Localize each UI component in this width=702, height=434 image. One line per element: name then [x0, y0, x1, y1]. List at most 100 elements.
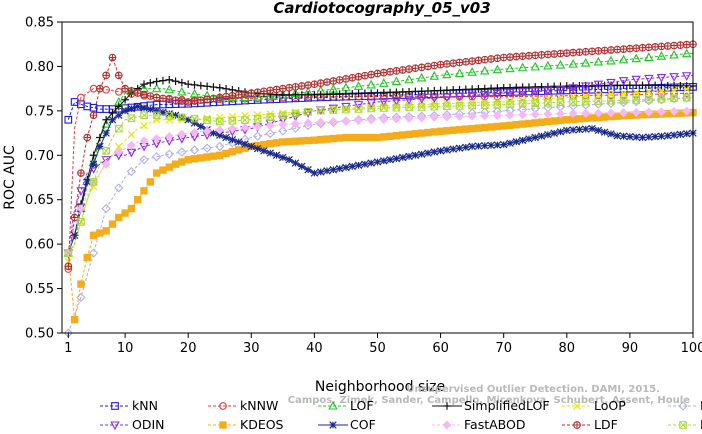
point-FastABOD-31: [253, 121, 263, 131]
point-KDEOS-27: [228, 148, 237, 156]
point-KDEOS-18: [171, 160, 180, 168]
point-COF-44: [335, 164, 344, 173]
point-KDEOS-84: [588, 114, 596, 122]
point-FastABOD-97: [669, 106, 679, 116]
point-LDF-11: [127, 87, 136, 95]
legend-swatch-marker-ODIN: [110, 421, 120, 431]
point-LDF-16: [159, 94, 167, 103]
point-COF-27: [228, 136, 237, 144]
point-LDF-17: [165, 95, 174, 104]
point-KDEOS-66: [474, 124, 483, 132]
point-LDF-14: [146, 92, 155, 100]
point-LDF-79: [556, 49, 565, 58]
point-INFLO-55: [405, 103, 413, 112]
point-FastABOD-41: [316, 117, 326, 127]
point-KDEOS-19: [178, 158, 186, 166]
point-INFLO-79: [556, 98, 565, 107]
point-ODIN-35: [278, 116, 288, 125]
point-LOF-95: [656, 51, 667, 60]
point-COF-64: [462, 143, 470, 152]
point-LoOP-87: [607, 90, 615, 99]
point-INFLO-91: [632, 96, 641, 104]
point-LDF-32: [260, 87, 268, 96]
point-INFLO-25: [215, 117, 224, 126]
legend-item-LDF: LDF: [562, 417, 618, 432]
y-tick-label-6: 0.80: [25, 60, 54, 75]
point-COF-55: [405, 152, 413, 161]
point-COF-52: [386, 156, 394, 164]
point-INFLO-87: [607, 96, 615, 105]
point-KDEOS-20: [184, 156, 192, 164]
point-LOF-83: [581, 57, 591, 67]
point-LDF-39: [304, 81, 312, 89]
point-FastABOD-7: [101, 159, 111, 169]
point-KDEOS-7: [102, 227, 110, 235]
point-INFLO-49: [367, 104, 375, 113]
point-COF-25: [216, 131, 224, 140]
point-FastABOD-69: [492, 111, 502, 120]
point-LDF-61: [443, 60, 451, 68]
y-axis: 0.50 0.55 0.60 0.65 0.70 0.75 0.80 0.85: [25, 16, 62, 342]
point-COF-15: [152, 107, 161, 115]
point-LDOF-31: [252, 131, 263, 141]
point-LDOF-13: [139, 155, 149, 165]
series-line-LoOP: [67, 88, 694, 263]
point-FastABOD-47: [354, 116, 364, 126]
point-ODIN-7: [101, 156, 111, 165]
x-tick-label-4: 40: [306, 341, 323, 356]
point-COF-21: [190, 119, 199, 127]
point-LOF-17: [164, 84, 174, 94]
point-FastABOD-77: [543, 109, 553, 119]
series-line-ODIN: [67, 74, 694, 254]
point-SimplifiedLOF-9: [114, 102, 123, 111]
point-LDF-3: [77, 169, 85, 177]
legend-swatch-marker-KDEOS: [219, 421, 227, 429]
point-kNN-1: [64, 115, 73, 124]
point-FastABOD-67: [480, 111, 490, 121]
point-KDEOS-8: [108, 220, 117, 228]
point-KDEOS-60: [436, 127, 445, 135]
point-COF-37: [291, 159, 300, 167]
point-SimplifiedLOF-22: [197, 81, 205, 90]
point-SimplifiedLOF-7: [102, 115, 110, 124]
point-ODIN-75: [530, 87, 540, 97]
point-LDF-67: [480, 55, 489, 64]
legend-item-INFLO: INFLO: [668, 417, 702, 432]
legend-swatch-marker-LDF: [573, 421, 581, 429]
point-SimplifiedLOF-20: [184, 80, 192, 88]
point-COF-53: [392, 154, 401, 163]
point-KDEOS-10: [121, 209, 129, 217]
point-KDEOS-70: [499, 122, 508, 130]
point-LOF-15: [151, 83, 162, 93]
x-tick-label-8: 80: [559, 341, 576, 356]
point-COF-6: [96, 142, 104, 151]
point-KDEOS-23: [203, 153, 211, 161]
point-ODIN-85: [593, 80, 604, 90]
point-KDEOS-34: [272, 139, 281, 147]
point-COF-70: [499, 140, 508, 149]
point-LDF-1: [64, 262, 73, 271]
point-LDF-84: [588, 47, 596, 56]
legend-label-INFLO: INFLO: [700, 417, 702, 432]
legend-label-LDOF: LDOF: [700, 398, 702, 413]
point-LDF-77: [544, 50, 552, 59]
point-ODIN-95: [656, 73, 667, 83]
point-FastABOD-39: [303, 118, 313, 128]
series-line-FastABOD: [67, 110, 694, 254]
point-ODIN-59: [429, 94, 440, 104]
point-INFLO-37: [291, 109, 300, 118]
point-KDEOS-62: [449, 126, 457, 134]
point-kNNW-85: [594, 91, 603, 100]
point-LDF-43: [329, 77, 338, 85]
legend-item-LDOF: LDOF: [668, 398, 702, 413]
point-KDEOS-12: [134, 196, 142, 204]
point-ODIN-45: [341, 102, 351, 112]
point-COF-63: [455, 144, 464, 152]
point-LoOP-97: [670, 86, 678, 94]
point-LDF-58: [424, 62, 432, 71]
point-kNNW-9: [114, 87, 123, 96]
point-COF-85: [594, 126, 603, 135]
point-LDF-47: [354, 72, 363, 81]
series-line-LDOF: [67, 97, 694, 334]
point-COF-47: [354, 161, 363, 170]
